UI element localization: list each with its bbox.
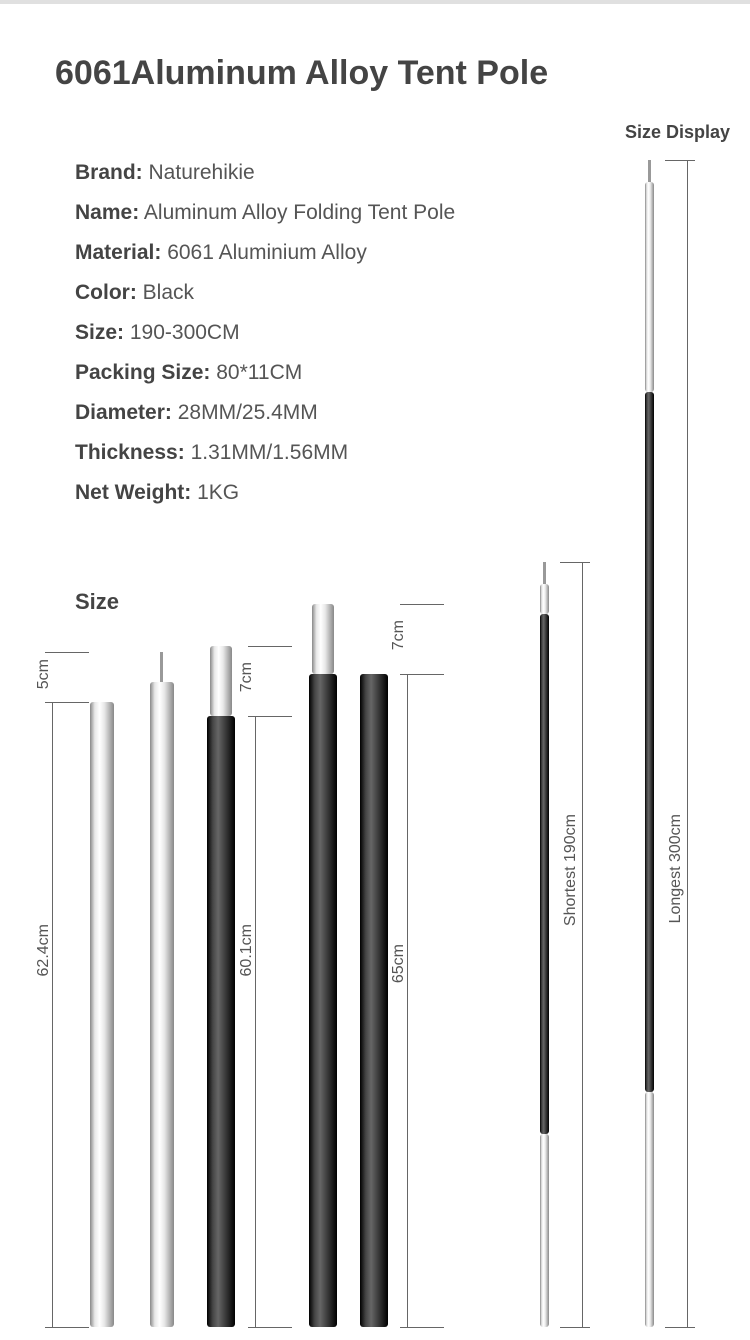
pole-segment-silver (90, 702, 114, 1327)
pole-pin-icon (160, 652, 163, 682)
dim-line (52, 702, 53, 1327)
pole-segment-black (207, 716, 235, 1327)
pole-pin-icon (543, 562, 546, 584)
size-diagram: 5cm 62.4cm 7cm 60.1cm 7cm 65cm Shortest … (0, 154, 750, 1340)
pole-assembled-mid (540, 614, 549, 1134)
dim-tick (248, 646, 292, 647)
pole-assembled-top (645, 182, 654, 392)
dim-tick (560, 562, 590, 563)
dim-label: Longest 300cm (667, 814, 685, 923)
dim-tick (45, 652, 89, 653)
page-title: 6061Aluminum Alloy Tent Pole (0, 4, 750, 93)
pole-assembled-mid (645, 392, 654, 1092)
pole-pin-icon (648, 160, 651, 182)
pole-assembled-bottom (645, 1092, 654, 1327)
dim-label: Shortest 190cm (562, 814, 580, 926)
pole-segment-black (309, 674, 337, 1327)
dim-label: 62.4cm (35, 924, 53, 976)
dim-label: 60.1cm (238, 924, 256, 976)
dim-label: 7cm (238, 662, 256, 692)
size-display-heading: Size Display (625, 122, 730, 143)
dim-tick (665, 1327, 695, 1328)
pole-segment-black (360, 674, 388, 1327)
pole-joint-silver (210, 646, 232, 716)
dim-tick (45, 1327, 89, 1328)
dim-tick (400, 604, 444, 605)
dim-line (582, 562, 583, 1327)
pole-joint-silver (312, 604, 334, 674)
pole-assembled-top (540, 584, 549, 614)
dim-line (255, 716, 256, 1327)
dim-line (407, 674, 408, 1327)
dim-label: 5cm (35, 659, 53, 689)
dim-tick (248, 1327, 292, 1328)
dim-line (687, 160, 688, 1327)
pole-segment-silver (150, 682, 174, 1327)
dim-label: 65cm (390, 944, 408, 983)
dim-tick (400, 1327, 444, 1328)
dim-tick (665, 160, 695, 161)
pole-assembled-bottom (540, 1134, 549, 1327)
dim-tick (560, 1327, 590, 1328)
dim-label: 7cm (390, 620, 408, 650)
